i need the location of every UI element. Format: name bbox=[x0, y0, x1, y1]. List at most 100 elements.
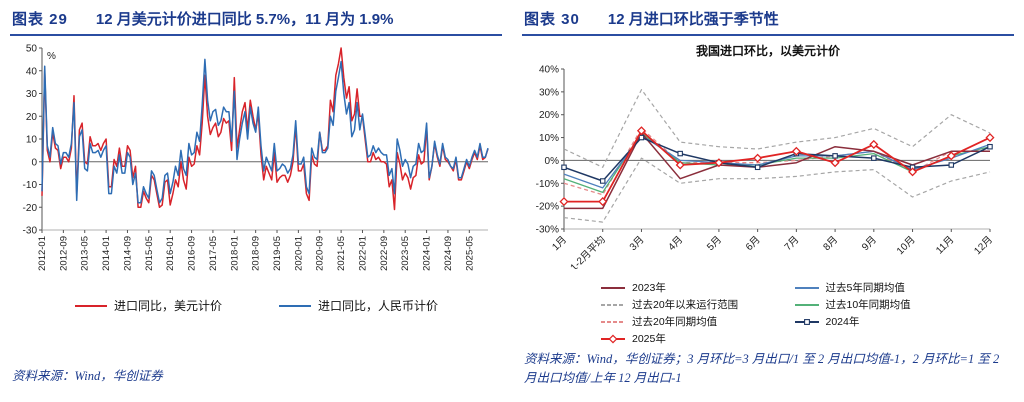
svg-text:4月: 4月 bbox=[666, 234, 685, 253]
svg-text:9月: 9月 bbox=[859, 234, 878, 253]
figure-30-label: 图表 30 bbox=[524, 11, 580, 28]
legend-item: 2025年 bbox=[600, 331, 768, 346]
legend-item: 进口同比，人民币计价 bbox=[278, 297, 438, 314]
svg-text:7月: 7月 bbox=[782, 234, 801, 253]
legend-label: 过去10年同期均值 bbox=[825, 299, 911, 311]
svg-text:6月: 6月 bbox=[743, 234, 762, 253]
figure-29-title: 12 月美元计价进口同比 5.7%，11 月为 1.9% bbox=[95, 11, 394, 28]
svg-text:2014-01: 2014-01 bbox=[101, 236, 112, 271]
svg-text:2025-05: 2025-05 bbox=[464, 236, 475, 271]
svg-text:2023-05: 2023-05 bbox=[400, 236, 411, 271]
legend-swatch bbox=[601, 320, 625, 323]
legend-item: 进口同比，美元计价 bbox=[74, 297, 222, 314]
legend-swatch bbox=[279, 304, 311, 307]
svg-text:40%: 40% bbox=[539, 65, 559, 76]
svg-text:2018-01: 2018-01 bbox=[229, 236, 240, 271]
svg-text:2012-01: 2012-01 bbox=[37, 236, 48, 271]
svg-text:2022-01: 2022-01 bbox=[357, 236, 368, 271]
svg-text:1月: 1月 bbox=[550, 234, 569, 253]
legend-label: 过去20年以来运行范围 bbox=[632, 299, 739, 311]
panel-figure-30: 图表 30 12 月进口环比强于季节性 我国进口环比，以美元计价 -30% -20… bbox=[522, 6, 1014, 388]
svg-text:2018-09: 2018-09 bbox=[251, 236, 262, 271]
series bbox=[41, 47, 489, 211]
figure-30-legend: 2023年 过去5年同期均值过去20年以来运行范围 过去10年同期均值过去20年同期… bbox=[600, 280, 940, 346]
figure-30-chart-title: 我国进口环比，以美元计价 bbox=[695, 44, 840, 58]
svg-text:20%: 20% bbox=[539, 110, 559, 121]
figure-29-legend: 进口同比，美元计价 进口同比，人民币计价 bbox=[10, 297, 502, 314]
svg-text:2014-09: 2014-09 bbox=[122, 236, 133, 271]
svg-text:-20: -20 bbox=[23, 203, 38, 214]
svg-text:-30%: -30% bbox=[536, 225, 559, 236]
imports-mom-seasonality-line-chart: -30% -20% -10% 0% 10% 20% 30% 40% 1月 1-2月平均 3月 4月 5月… bbox=[536, 65, 995, 274]
figure-30-header: 图表 30 12 月进口环比强于季节性 bbox=[522, 6, 1014, 36]
svg-text:50: 50 bbox=[26, 44, 38, 55]
svg-text:-30: -30 bbox=[23, 226, 38, 237]
svg-text:30%: 30% bbox=[539, 87, 559, 98]
legend-label: 2023年 bbox=[632, 282, 666, 294]
legend-swatch bbox=[601, 286, 625, 289]
svg-text:2016-01: 2016-01 bbox=[165, 236, 176, 271]
svg-text:8月: 8月 bbox=[821, 234, 840, 253]
legend-swatch bbox=[601, 303, 625, 306]
series bbox=[559, 89, 995, 223]
legend-label: 过去20年同期均值 bbox=[632, 316, 718, 328]
svg-text:2021-05: 2021-05 bbox=[336, 236, 347, 271]
svg-text:3月: 3月 bbox=[627, 234, 646, 253]
legend-label: 进口同比，人民币计价 bbox=[318, 299, 439, 313]
svg-text:2020-01: 2020-01 bbox=[293, 236, 304, 271]
svg-text:12月: 12月 bbox=[972, 234, 995, 257]
svg-text:%: % bbox=[47, 51, 56, 62]
legend-label: 进口同比，美元计价 bbox=[113, 299, 222, 313]
svg-text:10月: 10月 bbox=[894, 234, 917, 257]
svg-text:2013-05: 2013-05 bbox=[80, 236, 91, 271]
svg-text:2022-09: 2022-09 bbox=[379, 236, 390, 271]
svg-text:2017-05: 2017-05 bbox=[208, 236, 219, 271]
svg-text:2024-01: 2024-01 bbox=[422, 236, 433, 271]
svg-text:20: 20 bbox=[26, 112, 38, 123]
legend-swatch bbox=[794, 286, 819, 289]
legend-label: 2024年 bbox=[825, 316, 860, 328]
legend-swatch bbox=[794, 303, 819, 306]
report-figures-row: 图表 29 12 月美元计价进口同比 5.7%，11 月为 1.9% -30 -2… bbox=[10, 6, 1014, 388]
svg-text:10%: 10% bbox=[539, 133, 559, 144]
svg-text:1-2月平均: 1-2月平均 bbox=[568, 234, 608, 269]
svg-text:0: 0 bbox=[31, 157, 37, 168]
axes bbox=[561, 68, 991, 232]
figure-29-label: 图表 29 bbox=[12, 11, 68, 28]
svg-text:2024-09: 2024-09 bbox=[443, 236, 454, 271]
svg-text:-10%: -10% bbox=[536, 179, 559, 190]
svg-text:30: 30 bbox=[26, 89, 38, 100]
legend-item: 2024年 bbox=[794, 314, 941, 329]
legend-item: 过去20年以来运行范围 bbox=[600, 297, 768, 312]
legend-label: 2025年 bbox=[632, 333, 666, 345]
axis-labels: -30 -20 -10 0 10 20 30 40 50% 2012-01 2012-09 2013-… bbox=[23, 44, 476, 271]
figure-29-source: 资料来源：Wind，华创证券 bbox=[12, 369, 163, 384]
legend-item: 2023年 bbox=[600, 280, 768, 295]
panel-figure-29: 图表 29 12 月美元计价进口同比 5.7%，11 月为 1.9% -30 -2… bbox=[10, 6, 502, 388]
svg-text:11月: 11月 bbox=[933, 234, 956, 257]
svg-text:2016-09: 2016-09 bbox=[187, 236, 198, 271]
svg-text:0%: 0% bbox=[545, 156, 560, 167]
legend-swatch bbox=[601, 334, 625, 343]
figure-30-source: 资料来源：Wind，华创证券；3 月环比=3 月出口/1 至 2 月出口均值-1… bbox=[524, 352, 1000, 385]
legend-item: 过去5年同期均值 bbox=[794, 280, 941, 295]
svg-text:2012-09: 2012-09 bbox=[58, 236, 69, 271]
figure-30-title: 12 月进口环比强于季节性 bbox=[607, 11, 779, 28]
figure-29-chart-area: -30 -20 -10 0 10 20 30 40 50% 2012-01 2012-09 2013-… bbox=[10, 40, 502, 297]
legend-swatch bbox=[74, 304, 107, 307]
legend-item: 过去10年同期均值 bbox=[794, 297, 941, 312]
svg-text:2020-09: 2020-09 bbox=[315, 236, 326, 271]
figure-29-header: 图表 29 12 月美元计价进口同比 5.7%，11 月为 1.9% bbox=[10, 6, 502, 36]
svg-text:2015-05: 2015-05 bbox=[144, 236, 155, 271]
svg-text:10: 10 bbox=[26, 135, 38, 146]
svg-text:5月: 5月 bbox=[705, 234, 724, 253]
svg-text:2019-05: 2019-05 bbox=[272, 236, 283, 271]
svg-text:-20%: -20% bbox=[536, 202, 559, 213]
legend-item: 过去20年同期均值 bbox=[600, 314, 768, 329]
svg-text:-10: -10 bbox=[23, 180, 38, 191]
legend-label: 过去5年同期均值 bbox=[825, 282, 905, 294]
legend-swatch bbox=[794, 318, 819, 325]
figure-30-chart-area: -30% -20% -10% 0% 10% 20% 30% 40% 1月 1-2月平均 3月 4月 5月… bbox=[522, 63, 1014, 274]
imports-yoy-line-chart: -30 -20 -10 0 10 20 30 40 50% 2012-01 2012-09 2013-… bbox=[23, 44, 489, 271]
svg-text:40: 40 bbox=[26, 66, 38, 77]
